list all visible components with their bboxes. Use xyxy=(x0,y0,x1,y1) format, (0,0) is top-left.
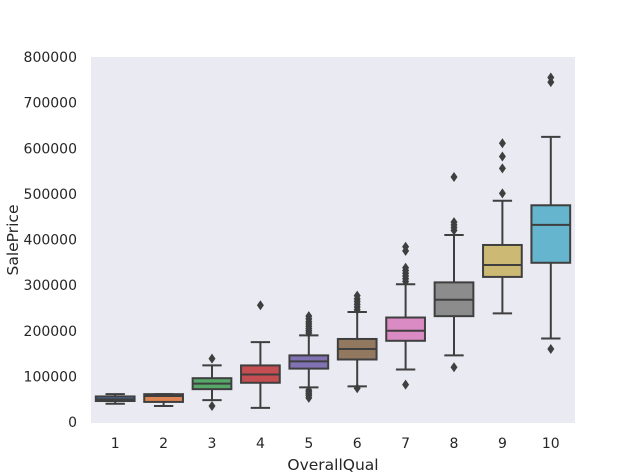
box-9 xyxy=(482,138,523,315)
y-tick-labels: 0 100000 200000 300000 400000 500000 600000 700… xyxy=(24,50,77,431)
outlier-point xyxy=(402,241,410,252)
outlier-point xyxy=(450,171,458,182)
x-tick-label: 2 xyxy=(159,436,168,452)
box-6 xyxy=(336,290,378,394)
x-tick-label: 5 xyxy=(304,436,313,452)
y-tick-label: 500000 xyxy=(24,187,77,203)
outlier-point xyxy=(547,72,555,83)
outlier-point xyxy=(450,217,458,228)
box-iqr xyxy=(530,204,572,264)
outlier-point xyxy=(208,401,216,412)
box-iqr xyxy=(143,393,184,403)
x-tick-label: 10 xyxy=(542,436,560,452)
outlier-point xyxy=(498,188,506,199)
box-10 xyxy=(530,72,572,354)
x-tick-label: 7 xyxy=(401,436,410,452)
plot-area xyxy=(91,57,575,423)
outlier-point xyxy=(402,262,410,273)
y-tick-label: 300000 xyxy=(24,278,77,294)
box-4 xyxy=(240,300,281,409)
outlier-point xyxy=(498,151,506,162)
x-tick-labels: 1 2 3 4 5 6 7 8 9 10 xyxy=(111,436,560,452)
outlier-point xyxy=(305,392,313,403)
outlier-point xyxy=(256,300,264,311)
box-iqr xyxy=(385,316,426,342)
x-tick-label: 6 xyxy=(353,436,362,452)
outlier-point xyxy=(547,344,555,354)
x-tick-label: 1 xyxy=(111,436,120,452)
outlier-point xyxy=(498,138,506,149)
y-tick-label: 700000 xyxy=(24,96,77,112)
outlier-point xyxy=(305,311,313,322)
outlier-point xyxy=(402,379,410,390)
y-axis-label: SalePrice xyxy=(4,205,22,276)
outlier-point xyxy=(353,290,361,301)
outlier-point xyxy=(353,383,361,394)
x-axis-label: OverallQual xyxy=(287,456,378,474)
box-5 xyxy=(288,311,330,403)
x-tick-label: 8 xyxy=(450,436,459,452)
outlier-point xyxy=(450,362,458,373)
y-tick-label: 800000 xyxy=(24,50,77,66)
y-tick-label: 600000 xyxy=(24,141,77,157)
y-tick-label: 200000 xyxy=(24,324,77,340)
boxes-group xyxy=(94,72,572,412)
box-2 xyxy=(143,393,184,408)
box-1 xyxy=(94,393,136,405)
x-tick-label: 4 xyxy=(256,436,265,452)
box-3 xyxy=(191,353,233,412)
y-tick-label: 400000 xyxy=(24,233,77,249)
y-tick-label: 100000 xyxy=(24,369,77,385)
y-tick-label: 0 xyxy=(68,415,77,431)
box-7 xyxy=(385,241,426,390)
box-iqr xyxy=(482,243,523,278)
box-8 xyxy=(433,171,475,373)
x-tick-label: 9 xyxy=(498,436,507,452)
x-tick-label: 3 xyxy=(208,436,217,452)
outlier-point xyxy=(498,163,506,174)
outlier-point xyxy=(208,353,216,364)
